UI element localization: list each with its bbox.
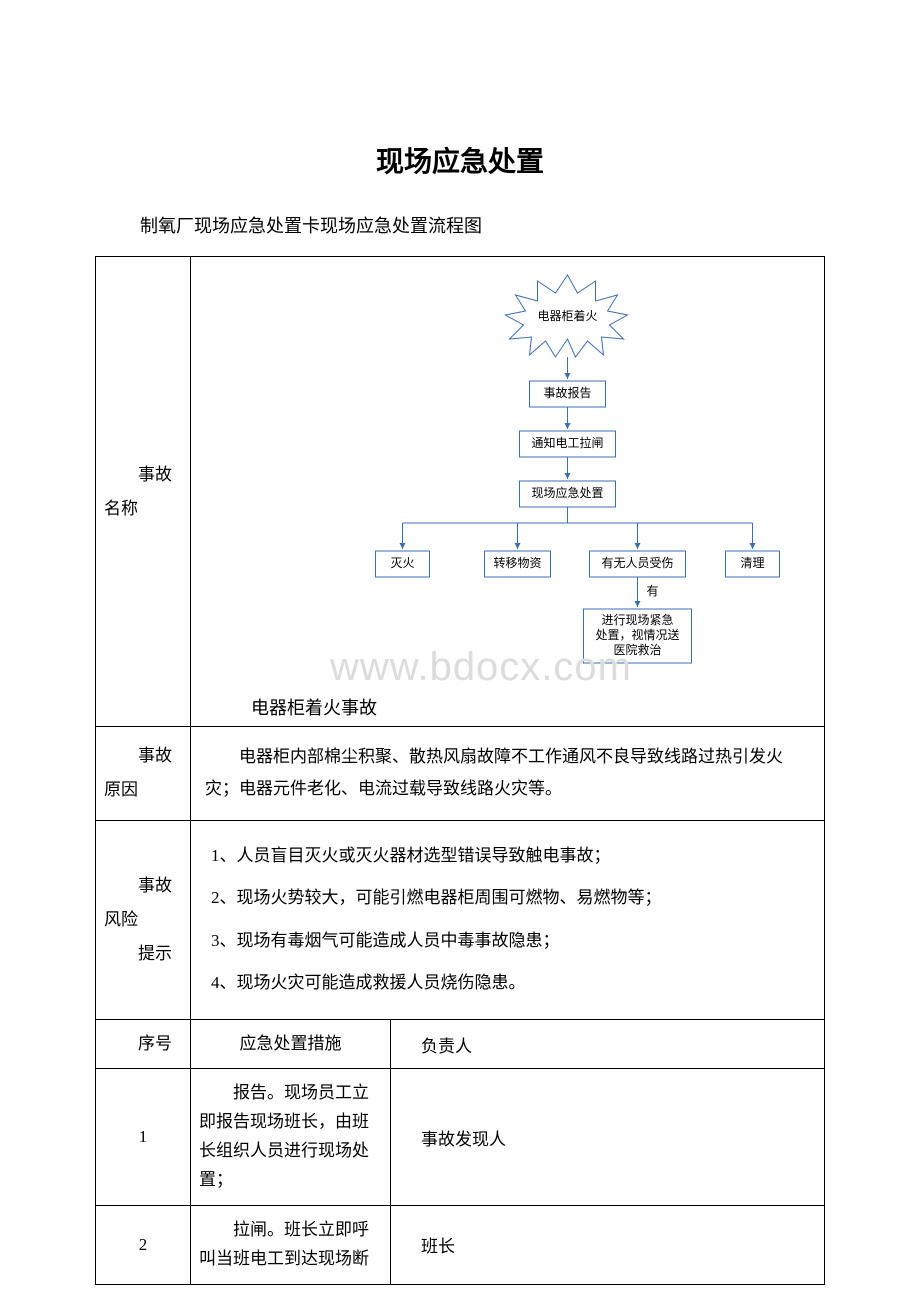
flow-text-final2: 处置，视情况送 [595,627,679,642]
risk-item-4: 4、现场火灾可能造成救援人员烧伤隐患。 [211,962,804,1005]
flow-text-injured: 有无人员受伤 [601,556,673,570]
flow-caption: 电器柜着火事故 [251,694,377,720]
risk-item-3: 3、现场有毒烟气可能造成人员中毒事故隐患； [211,920,804,963]
hdr-person: 负责人 [391,1019,825,1069]
row-incident-name: 事故名称 电器柜着火 事故报告 [96,257,825,727]
seq-2: 2 [96,1206,191,1285]
flow-edge-label: 有 [646,584,658,598]
flowchart-svg: 电器柜着火 事故报告 通知电工拉闸 现场应急处置 [191,267,824,707]
seq-1: 1 [96,1069,191,1206]
page-title: 现场应急处置 [95,140,825,180]
hdr-measure: 应急处置措施 [191,1019,391,1069]
hdr-seq: 序号 [96,1019,191,1069]
label-incident-name: 事故名称 [96,257,191,727]
flow-text-final3: 医院救治 [613,642,661,657]
flow-text-onsite: 现场应急处置 [531,485,603,500]
measure-2-text: 拉闸。班长立即呼叫当班电工到达现场断 [199,1216,382,1274]
person-1: 事故发现人 [391,1069,825,1206]
risk-item-2: 2、现场火势较大，可能引燃电器柜周围可燃物、易燃物等； [211,877,804,920]
row-header: 序号 应急处置措施 负责人 [96,1019,825,1069]
cell-risk: 1、人员盲目灭火或灭火器材选型错误导致触电事故； 2、现场火势较大，可能引燃电器… [191,820,825,1019]
flow-burst-text: 电器柜着火 [537,308,597,323]
row-step-1: 1 报告。现场员工立即报告现场班长，由班长组织人员进行现场处置； 事故发现人 [96,1069,825,1206]
row-step-2: 2 拉闸。班长立即呼叫当班电工到达现场断 班长 [96,1206,825,1285]
label-risk: 事故风险 提示 [96,820,191,1019]
page-subtitle: 制氧厂现场应急处置卡现场应急处置流程图 [140,212,825,238]
flow-text-report: 事故报告 [543,385,591,400]
measure-1: 报告。现场员工立即报告现场班长，由班长组织人员进行现场处置； [191,1069,391,1206]
flow-text-move: 转移物资 [493,555,541,570]
cell-flowchart: 电器柜着火 事故报告 通知电工拉闸 现场应急处置 [191,257,825,727]
person-2: 班长 [391,1206,825,1285]
measure-1-text: 报告。现场员工立即报告现场班长，由班长组织人员进行现场处置； [199,1079,382,1195]
emergency-table: 事故名称 电器柜着火 事故报告 [95,256,825,1285]
flow-text-final1: 进行现场紧急 [601,612,673,627]
flow-text-notify: 通知电工拉闸 [531,435,603,450]
row-risk: 事故风险 提示 1、人员盲目灭火或灭火器材选型错误导致触电事故； 2、现场火势较… [96,820,825,1019]
flow-text-cleanup: 清理 [740,556,764,570]
cell-cause: 电器柜内部棉尘积聚、散热风扇故障不工作通风不良导致线路过热引发火灾；电器元件老化… [191,727,825,821]
flow-text-extinguish: 灭火 [390,556,414,570]
label-cause: 事故原因 [96,727,191,821]
row-cause: 事故原因 电器柜内部棉尘积聚、散热风扇故障不工作通风不良导致线路过热引发火灾；电… [96,727,825,821]
measure-2: 拉闸。班长立即呼叫当班电工到达现场断 [191,1206,391,1285]
risk-item-1: 1、人员盲目灭火或灭火器材选型错误导致触电事故； [211,835,804,878]
